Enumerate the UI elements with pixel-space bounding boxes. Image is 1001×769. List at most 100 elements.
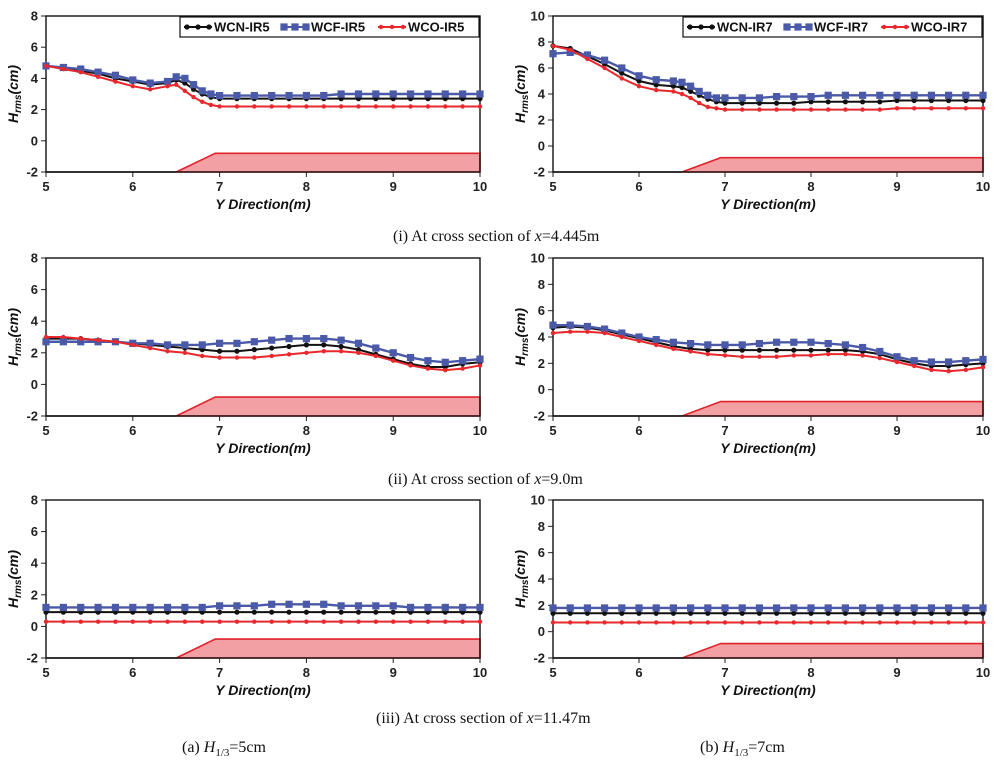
data-point <box>42 603 50 612</box>
data-point <box>755 604 763 612</box>
data-point <box>216 602 224 610</box>
data-point <box>189 81 198 89</box>
data-point <box>619 76 624 81</box>
x-tick-label: 5 <box>42 179 49 194</box>
legend-swatch-marker <box>709 24 715 30</box>
data-point <box>893 604 901 612</box>
data-point <box>636 78 642 84</box>
data-point <box>250 602 258 610</box>
data-point <box>602 620 607 625</box>
y-tick-label: 0 <box>31 133 38 148</box>
data-point <box>653 610 659 616</box>
x-tick-label: 9 <box>893 665 900 680</box>
section-caption-ii: (ii) At cross section of x=9.0m <box>388 471 583 488</box>
data-point <box>876 91 884 99</box>
data-point <box>722 347 728 353</box>
data-point <box>269 609 275 615</box>
data-point <box>302 334 310 343</box>
data-point <box>338 609 344 615</box>
data-point <box>653 82 659 88</box>
series-WCF-IR5 <box>42 334 484 366</box>
data-point <box>182 619 188 624</box>
data-point <box>94 603 102 612</box>
data-point <box>147 87 153 92</box>
x-axis-label: Y Direction(m) <box>720 440 816 456</box>
data-point <box>373 104 379 109</box>
x-axis-label: Y Direction(m) <box>215 440 311 456</box>
data-point <box>321 609 327 615</box>
data-point <box>111 71 120 79</box>
data-point <box>601 604 609 612</box>
data-point <box>146 339 154 347</box>
x-tick-label: 5 <box>42 423 49 438</box>
x-tick-label: 10 <box>473 423 487 438</box>
data-point <box>443 104 448 109</box>
series-WCF-IR7 <box>549 321 987 366</box>
data-point <box>927 91 935 99</box>
data-point <box>636 84 642 89</box>
data-point <box>739 610 745 616</box>
data-point <box>549 50 557 58</box>
y-tick-label: 2 <box>538 356 545 371</box>
data-point <box>946 610 952 616</box>
data-point <box>408 104 413 109</box>
y-tick-label: -2 <box>26 165 38 180</box>
y-tick-label: 10 <box>531 9 545 24</box>
data-point <box>441 90 449 98</box>
data-point <box>808 107 814 112</box>
data-point <box>476 355 484 363</box>
series-line <box>46 336 481 372</box>
data-point <box>912 363 917 369</box>
data-point <box>59 338 67 346</box>
data-point <box>372 90 380 98</box>
data-point <box>962 91 970 99</box>
data-point <box>234 104 240 109</box>
data-point <box>636 620 642 625</box>
data-point <box>946 369 951 374</box>
x-tick-label: 10 <box>473 665 487 680</box>
data-point <box>130 84 135 89</box>
y-tick-label: 0 <box>538 382 545 397</box>
x-tick-label: 10 <box>976 423 990 438</box>
data-point <box>807 338 815 346</box>
x-tick-label: 8 <box>807 423 814 438</box>
data-point <box>842 610 849 616</box>
data-point <box>477 363 483 368</box>
data-point <box>894 97 900 104</box>
data-point <box>163 77 172 86</box>
data-point <box>425 104 431 109</box>
data-point <box>566 604 574 612</box>
data-point <box>269 104 274 109</box>
data-point <box>929 620 934 625</box>
data-point <box>408 619 413 624</box>
data-point <box>113 79 118 84</box>
data-point <box>670 83 677 89</box>
y-tick-label: 4 <box>31 314 39 329</box>
data-point <box>652 76 660 84</box>
x-tick-label: 6 <box>635 423 642 438</box>
data-point <box>355 609 362 615</box>
legend-swatch-marker <box>291 23 299 31</box>
x-tick-label: 7 <box>721 179 728 194</box>
data-point <box>406 90 415 98</box>
data-point <box>860 99 866 105</box>
data-point <box>791 107 796 112</box>
data-point <box>704 604 712 612</box>
data-point <box>893 353 901 361</box>
data-point <box>618 604 626 612</box>
data-point <box>824 91 832 99</box>
data-point <box>566 48 574 56</box>
data-point <box>738 341 746 349</box>
data-point <box>877 620 882 625</box>
y-tick-label: 4 <box>538 87 546 102</box>
data-point <box>618 64 626 72</box>
data-point <box>424 90 432 98</box>
data-point <box>390 609 396 615</box>
data-point <box>476 603 484 612</box>
data-point <box>911 610 917 616</box>
data-point <box>304 619 309 624</box>
data-point <box>234 619 240 624</box>
data-point <box>842 99 849 105</box>
data-point <box>354 90 363 98</box>
